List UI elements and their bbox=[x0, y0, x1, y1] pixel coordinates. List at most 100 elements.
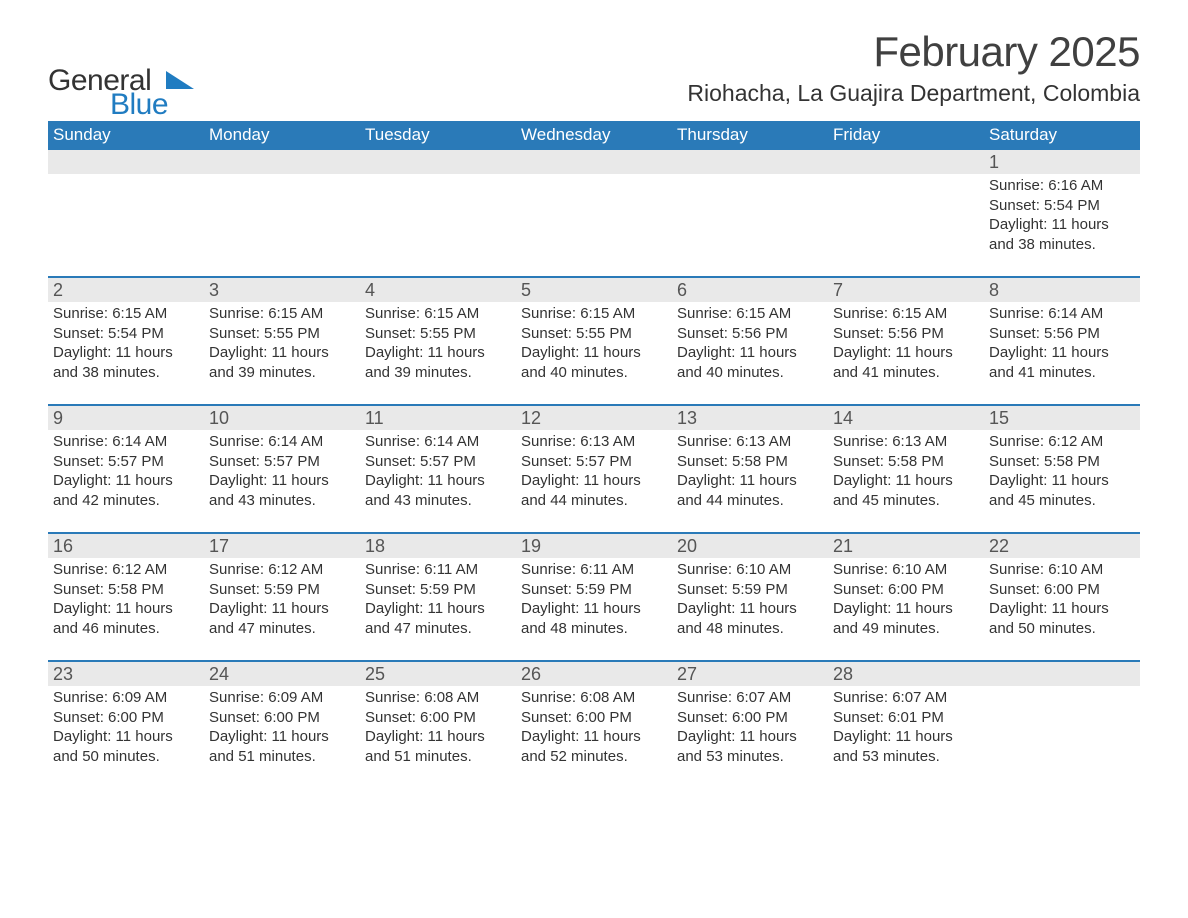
calendar-day: 26Sunrise: 6:08 AMSunset: 6:00 PMDayligh… bbox=[516, 661, 672, 789]
sunrise-line: Sunrise: 6:10 AM bbox=[989, 560, 1135, 580]
page-header: General Blue February 2025 Riohacha, La … bbox=[48, 28, 1140, 117]
daylight-line-2: and 43 minutes. bbox=[209, 491, 355, 511]
sunset-line: Sunset: 6:00 PM bbox=[365, 708, 511, 728]
daylight-line-1: Daylight: 11 hours bbox=[989, 343, 1135, 363]
sunrise-line: Sunrise: 6:07 AM bbox=[677, 688, 823, 708]
daylight-line-1: Daylight: 11 hours bbox=[53, 727, 199, 747]
day-number: 8 bbox=[984, 278, 1140, 302]
brand-logo-text: General Blue bbox=[48, 69, 168, 117]
day-number: 26 bbox=[516, 662, 672, 686]
weekday-header: Saturday bbox=[984, 121, 1140, 149]
daylight-line-2: and 39 minutes. bbox=[365, 363, 511, 383]
sunrise-line: Sunrise: 6:10 AM bbox=[677, 560, 823, 580]
daylight-line-2: and 51 minutes. bbox=[209, 747, 355, 767]
calendar-day: 14Sunrise: 6:13 AMSunset: 5:58 PMDayligh… bbox=[828, 405, 984, 533]
daylight-line-1: Daylight: 11 hours bbox=[53, 471, 199, 491]
daylight-line-2: and 53 minutes. bbox=[677, 747, 823, 767]
daylight-line-1: Daylight: 11 hours bbox=[365, 727, 511, 747]
daylight-line-1: Daylight: 11 hours bbox=[365, 599, 511, 619]
day-number: 12 bbox=[516, 406, 672, 430]
weekday-header: Tuesday bbox=[360, 121, 516, 149]
calendar-day: 8Sunrise: 6:14 AMSunset: 5:56 PMDaylight… bbox=[984, 277, 1140, 405]
day-number: 7 bbox=[828, 278, 984, 302]
calendar-day: 19Sunrise: 6:11 AMSunset: 5:59 PMDayligh… bbox=[516, 533, 672, 661]
calendar-week: 9Sunrise: 6:14 AMSunset: 5:57 PMDaylight… bbox=[48, 405, 1140, 533]
sunset-line: Sunset: 6:00 PM bbox=[833, 580, 979, 600]
daylight-line-2: and 49 minutes. bbox=[833, 619, 979, 639]
calendar-day: 2Sunrise: 6:15 AMSunset: 5:54 PMDaylight… bbox=[48, 277, 204, 405]
day-number-empty bbox=[984, 662, 1140, 686]
weekday-header: Friday bbox=[828, 121, 984, 149]
day-number: 13 bbox=[672, 406, 828, 430]
sunset-line: Sunset: 5:55 PM bbox=[365, 324, 511, 344]
daylight-line-1: Daylight: 11 hours bbox=[833, 727, 979, 747]
day-number-empty bbox=[516, 150, 672, 174]
calendar-day-empty bbox=[48, 149, 204, 277]
day-number: 9 bbox=[48, 406, 204, 430]
header-titles: February 2025 Riohacha, La Guajira Depar… bbox=[687, 28, 1140, 117]
day-number-empty bbox=[360, 150, 516, 174]
calendar-table: SundayMondayTuesdayWednesdayThursdayFrid… bbox=[48, 121, 1140, 789]
daylight-line-2: and 51 minutes. bbox=[365, 747, 511, 767]
day-number: 28 bbox=[828, 662, 984, 686]
sunset-line: Sunset: 5:58 PM bbox=[833, 452, 979, 472]
day-number: 21 bbox=[828, 534, 984, 558]
calendar-day: 21Sunrise: 6:10 AMSunset: 6:00 PMDayligh… bbox=[828, 533, 984, 661]
daylight-line-2: and 45 minutes. bbox=[989, 491, 1135, 511]
sunrise-line: Sunrise: 6:12 AM bbox=[209, 560, 355, 580]
calendar-body: 1Sunrise: 6:16 AMSunset: 5:54 PMDaylight… bbox=[48, 149, 1140, 789]
calendar-day: 20Sunrise: 6:10 AMSunset: 5:59 PMDayligh… bbox=[672, 533, 828, 661]
sunrise-line: Sunrise: 6:14 AM bbox=[989, 304, 1135, 324]
calendar-day: 5Sunrise: 6:15 AMSunset: 5:55 PMDaylight… bbox=[516, 277, 672, 405]
day-number: 6 bbox=[672, 278, 828, 302]
daylight-line-1: Daylight: 11 hours bbox=[677, 343, 823, 363]
calendar-day: 24Sunrise: 6:09 AMSunset: 6:00 PMDayligh… bbox=[204, 661, 360, 789]
weekday-header-row: SundayMondayTuesdayWednesdayThursdayFrid… bbox=[48, 121, 1140, 149]
daylight-line-2: and 50 minutes. bbox=[989, 619, 1135, 639]
sunrise-line: Sunrise: 6:15 AM bbox=[365, 304, 511, 324]
daylight-line-2: and 47 minutes. bbox=[365, 619, 511, 639]
sunrise-line: Sunrise: 6:07 AM bbox=[833, 688, 979, 708]
day-number: 22 bbox=[984, 534, 1140, 558]
daylight-line-1: Daylight: 11 hours bbox=[833, 471, 979, 491]
calendar-week: 23Sunrise: 6:09 AMSunset: 6:00 PMDayligh… bbox=[48, 661, 1140, 789]
sunrise-line: Sunrise: 6:15 AM bbox=[209, 304, 355, 324]
sunrise-line: Sunrise: 6:09 AM bbox=[209, 688, 355, 708]
calendar-day: 4Sunrise: 6:15 AMSunset: 5:55 PMDaylight… bbox=[360, 277, 516, 405]
daylight-line-2: and 50 minutes. bbox=[53, 747, 199, 767]
daylight-line-1: Daylight: 11 hours bbox=[989, 471, 1135, 491]
calendar-day: 22Sunrise: 6:10 AMSunset: 6:00 PMDayligh… bbox=[984, 533, 1140, 661]
daylight-line-2: and 40 minutes. bbox=[677, 363, 823, 383]
daylight-line-1: Daylight: 11 hours bbox=[521, 599, 667, 619]
daylight-line-1: Daylight: 11 hours bbox=[521, 471, 667, 491]
sunset-line: Sunset: 5:59 PM bbox=[365, 580, 511, 600]
calendar-day: 12Sunrise: 6:13 AMSunset: 5:57 PMDayligh… bbox=[516, 405, 672, 533]
daylight-line-2: and 52 minutes. bbox=[521, 747, 667, 767]
day-number: 2 bbox=[48, 278, 204, 302]
sunset-line: Sunset: 5:59 PM bbox=[209, 580, 355, 600]
calendar-day-empty bbox=[672, 149, 828, 277]
sunrise-line: Sunrise: 6:09 AM bbox=[53, 688, 199, 708]
calendar-day: 13Sunrise: 6:13 AMSunset: 5:58 PMDayligh… bbox=[672, 405, 828, 533]
sunset-line: Sunset: 5:56 PM bbox=[677, 324, 823, 344]
daylight-line-2: and 39 minutes. bbox=[209, 363, 355, 383]
sunset-line: Sunset: 5:59 PM bbox=[677, 580, 823, 600]
daylight-line-1: Daylight: 11 hours bbox=[989, 599, 1135, 619]
sunset-line: Sunset: 6:00 PM bbox=[989, 580, 1135, 600]
day-number: 24 bbox=[204, 662, 360, 686]
daylight-line-1: Daylight: 11 hours bbox=[365, 471, 511, 491]
daylight-line-2: and 38 minutes. bbox=[989, 235, 1135, 255]
calendar-day: 28Sunrise: 6:07 AMSunset: 6:01 PMDayligh… bbox=[828, 661, 984, 789]
day-number-empty bbox=[204, 150, 360, 174]
daylight-line-1: Daylight: 11 hours bbox=[677, 727, 823, 747]
sunset-line: Sunset: 5:57 PM bbox=[53, 452, 199, 472]
weekday-header: Wednesday bbox=[516, 121, 672, 149]
sunrise-line: Sunrise: 6:11 AM bbox=[365, 560, 511, 580]
sunrise-line: Sunrise: 6:11 AM bbox=[521, 560, 667, 580]
calendar-day: 17Sunrise: 6:12 AMSunset: 5:59 PMDayligh… bbox=[204, 533, 360, 661]
month-title: February 2025 bbox=[687, 28, 1140, 76]
sunset-line: Sunset: 5:58 PM bbox=[989, 452, 1135, 472]
daylight-line-1: Daylight: 11 hours bbox=[521, 343, 667, 363]
calendar-week: 1Sunrise: 6:16 AMSunset: 5:54 PMDaylight… bbox=[48, 149, 1140, 277]
sunset-line: Sunset: 5:54 PM bbox=[53, 324, 199, 344]
